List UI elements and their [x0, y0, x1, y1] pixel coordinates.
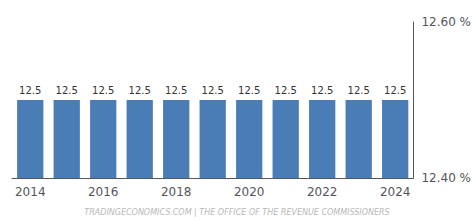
svg-text:12.5: 12.5 [238, 85, 260, 96]
svg-text:2014: 2014 [15, 185, 46, 199]
svg-text:12.5: 12.5 [92, 85, 114, 96]
svg-text:12.5: 12.5 [348, 85, 370, 96]
svg-text:12.5: 12.5 [165, 85, 187, 96]
svg-text:12.5: 12.5 [129, 85, 151, 96]
svg-text:TRADINGECONOMICS.COM | THE OFF: TRADINGECONOMICS.COM | THE OFFICE OF THE… [84, 208, 389, 217]
svg-text:12.5: 12.5 [19, 85, 41, 96]
svg-text:12.60 %: 12.60 % [421, 15, 471, 29]
svg-text:2020: 2020 [234, 185, 265, 199]
svg-text:12.5: 12.5 [202, 85, 224, 96]
svg-text:2022: 2022 [307, 185, 338, 199]
svg-text:2016: 2016 [88, 185, 119, 199]
svg-text:2024: 2024 [380, 185, 411, 199]
svg-text:2018: 2018 [161, 185, 192, 199]
svg-text:12.40 %: 12.40 % [421, 171, 471, 185]
svg-text:12.5: 12.5 [275, 85, 297, 96]
svg-text:12.5: 12.5 [311, 85, 333, 96]
svg-text:12.5: 12.5 [56, 85, 78, 96]
svg-text:12.5: 12.5 [384, 85, 406, 96]
